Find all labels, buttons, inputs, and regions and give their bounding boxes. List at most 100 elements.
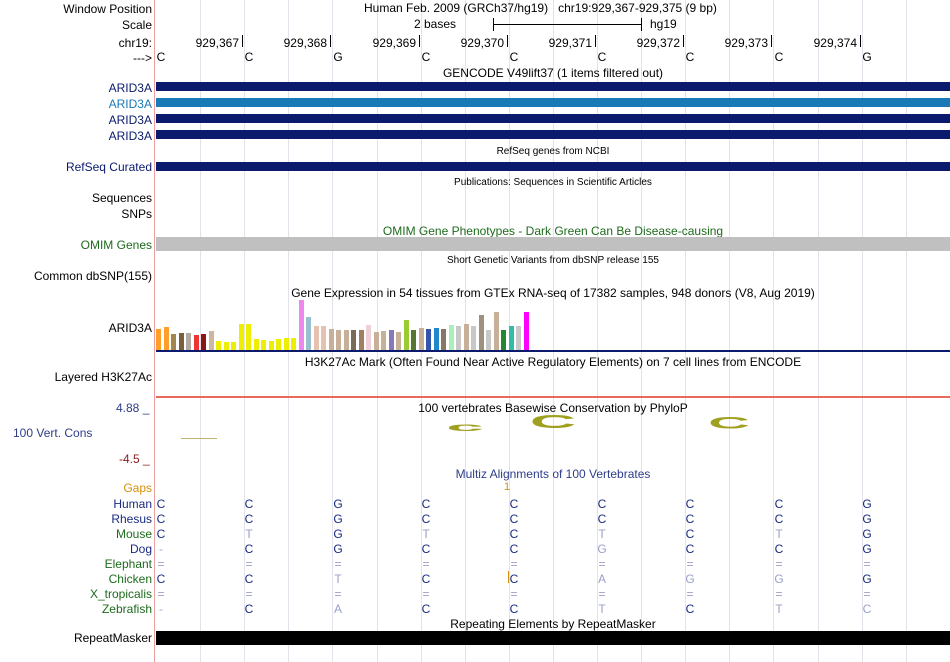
omim-label[interactable]: OMIM Genes: [80, 238, 152, 252]
phylop-title[interactable]: 100 vertebrates Basewise Conservation by…: [418, 401, 688, 415]
gtex-tissue-bar[interactable]: [156, 329, 161, 350]
gtex-tissue-bar[interactable]: [231, 342, 236, 350]
gtex-tissue-bar[interactable]: [373, 332, 379, 350]
gtex-tissue-bar[interactable]: [343, 330, 349, 350]
gtex-tissue-bar[interactable]: [366, 325, 371, 350]
gencode-title[interactable]: GENCODE V49lift37 (1 items filtered out): [442, 66, 664, 80]
dbsnp-title[interactable]: Short Genetic Variants from dbSNP releas…: [447, 255, 659, 266]
grid-line: [553, 0, 554, 662]
gtex-tissue-bar[interactable]: [501, 330, 506, 350]
species-label[interactable]: Rhesus: [111, 512, 152, 526]
gtex-tissue-bar[interactable]: [433, 328, 439, 350]
gencode-item-label[interactable]: ARID3A: [108, 81, 152, 95]
alignment-base: =: [598, 587, 606, 601]
gtex-tissue-bar[interactable]: [276, 339, 281, 350]
sequences-label[interactable]: Sequences: [91, 191, 152, 205]
omim-title[interactable]: OMIM Gene Phenotypes - Dark Green Can Be…: [382, 224, 724, 238]
grid-line: [818, 0, 819, 662]
ruler-position: 929,374: [813, 36, 857, 50]
alignment-base: C: [421, 572, 431, 586]
repeatmasker-bar[interactable]: [156, 631, 950, 645]
gtex-tissue-bar[interactable]: [448, 325, 454, 350]
gtex-tissue-bar[interactable]: [163, 327, 169, 350]
gtex-tissue-bar[interactable]: [238, 324, 244, 350]
species-label[interactable]: X_tropicalis: [89, 587, 152, 601]
gtex-tissue-bar[interactable]: [403, 320, 409, 350]
gtex-tissue-bar[interactable]: [426, 329, 431, 350]
gtex-tissue-bar[interactable]: [253, 339, 259, 350]
gtex-tissue-bar[interactable]: [411, 330, 416, 350]
gtex-tissue-bar[interactable]: [388, 330, 394, 350]
refseq-title[interactable]: RefSeq genes from NCBI: [496, 146, 610, 157]
gtex-tissue-bar[interactable]: [493, 312, 499, 350]
snps-label[interactable]: SNPs: [121, 207, 152, 221]
gtex-tissue-bar[interactable]: [516, 326, 521, 350]
repeatmasker-title[interactable]: Repeating Elements by RepeatMasker: [450, 617, 656, 631]
gencode-transcript-bar[interactable]: [156, 98, 950, 107]
gtex-tissue-bar[interactable]: [178, 333, 184, 350]
h3k27ac-label[interactable]: Layered H3K27Ac: [54, 370, 152, 384]
publications-title[interactable]: Publications: Sequences in Scientific Ar…: [454, 177, 652, 188]
gtex-tissue-bar[interactable]: [268, 341, 274, 350]
gencode-item-label[interactable]: ARID3A: [108, 97, 152, 111]
gtex-tissue-bar[interactable]: [223, 342, 229, 350]
refseq-label[interactable]: RefSeq Curated: [65, 160, 152, 174]
gtex-tissue-bar[interactable]: [471, 326, 476, 350]
gtex-tissue-bar[interactable]: [306, 317, 311, 350]
refseq-gene-bar[interactable]: [156, 162, 950, 171]
gtex-tissue-bar[interactable]: [351, 330, 356, 350]
gtex-tissue-bar[interactable]: [208, 331, 214, 350]
gtex-tissue-bar[interactable]: [291, 338, 296, 350]
gtex-tissue-bar[interactable]: [456, 326, 461, 350]
gtex-tissue-bar[interactable]: [216, 341, 221, 350]
repeatmasker-label[interactable]: RepeatMasker: [73, 631, 152, 645]
gtex-tissue-bar[interactable]: [313, 326, 319, 350]
gtex-tissue-bar[interactable]: [186, 333, 191, 350]
gtex-tissue-bar[interactable]: [261, 340, 266, 350]
gtex-tissue-bar[interactable]: [193, 335, 199, 350]
gtex-tissue-bar[interactable]: [418, 328, 424, 350]
gtex-tissue-bar[interactable]: [358, 330, 364, 350]
species-label[interactable]: Chicken: [108, 572, 152, 586]
gtex-tissue-bar[interactable]: [336, 330, 341, 350]
gtex-tissue-bar[interactable]: [396, 332, 401, 350]
gtex-bar-chart[interactable]: [156, 300, 556, 350]
gtex-tissue-bar[interactable]: [508, 326, 514, 350]
gtex-tissue-bar[interactable]: [381, 331, 386, 350]
gencode-item-label[interactable]: ARID3A: [108, 113, 152, 127]
gencode-transcript-bar[interactable]: [156, 82, 950, 91]
gtex-tissue-bar[interactable]: [478, 315, 484, 350]
scale-db: hg19: [650, 17, 677, 31]
gtex-tissue-bar[interactable]: [171, 334, 176, 350]
dbsnp-label[interactable]: Common dbSNP(155): [33, 269, 152, 283]
gtex-tissue-bar[interactable]: [298, 300, 304, 350]
strand-label: --->: [133, 51, 152, 65]
alignment-base: G: [333, 542, 343, 556]
scale-text: 2 bases: [414, 17, 457, 31]
species-label[interactable]: Elephant: [104, 557, 152, 571]
gtex-tissue-bar[interactable]: [523, 312, 529, 350]
gtex-tissue-bar[interactable]: [328, 329, 334, 350]
phylop-min-label: -4.5 _: [119, 452, 150, 466]
species-label[interactable]: Dog: [129, 542, 152, 556]
gaps-label[interactable]: Gaps: [123, 481, 152, 495]
gtex-tissue-bar[interactable]: [246, 324, 251, 350]
gtex-tissue-bar[interactable]: [201, 334, 206, 350]
gencode-transcript-bar[interactable]: [156, 114, 950, 123]
gtex-title[interactable]: Gene Expression in 54 tissues from GTEx …: [291, 286, 815, 300]
species-label[interactable]: Zebrafish: [101, 602, 152, 616]
species-label[interactable]: Human: [113, 497, 152, 511]
species-label[interactable]: Mouse: [115, 527, 152, 541]
gencode-transcript-bar[interactable]: [156, 130, 950, 139]
phylop-label[interactable]: 100 Vert. Cons: [13, 426, 93, 440]
gtex-tissue-bar[interactable]: [321, 326, 326, 350]
gtex-tissue-bar[interactable]: [463, 324, 469, 350]
gtex-tissue-bar[interactable]: [283, 338, 289, 350]
gtex-tissue-bar[interactable]: [486, 330, 491, 350]
multiz-title[interactable]: Multiz Alignments of 100 Vertebrates: [455, 467, 651, 481]
gencode-item-label[interactable]: ARID3A: [108, 129, 152, 143]
omim-phenotype-bar[interactable]: [156, 237, 950, 251]
h3k27ac-title[interactable]: H3K27Ac Mark (Often Found Near Active Re…: [304, 355, 802, 369]
gtex-tissue-bar[interactable]: [441, 329, 446, 350]
gtex-label[interactable]: ARID3A: [108, 321, 152, 335]
